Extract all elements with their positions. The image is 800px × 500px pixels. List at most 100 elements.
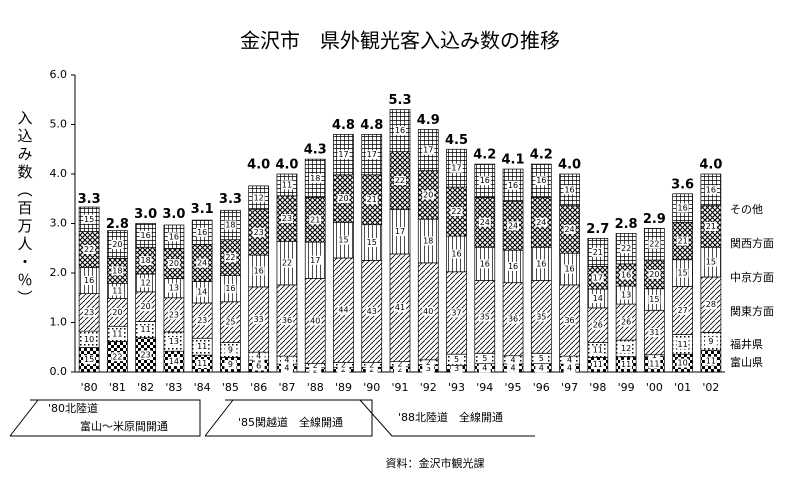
label-bg: [139, 278, 152, 288]
segment-label: 11: [197, 342, 207, 351]
segment-label: 24: [564, 225, 574, 234]
label-bg: [535, 363, 548, 373]
label-bg: [365, 238, 378, 248]
segment-label: 15: [649, 295, 659, 304]
segment-label: 5: [539, 354, 544, 363]
total-label: 4.5: [445, 133, 468, 148]
label-bg: [591, 273, 604, 283]
label-bg: [111, 286, 124, 296]
label-bg: [507, 363, 520, 373]
label-bg: [591, 345, 604, 355]
legend-label: 福井県: [730, 337, 763, 351]
total-label: 4.2: [530, 148, 553, 163]
label-bg: [676, 358, 689, 368]
segment-label: 22: [621, 244, 631, 253]
annotation-box: [204, 399, 373, 437]
annotation: '88北陸道 全線開通: [398, 410, 503, 424]
annotation: '85関越道 全線開通: [238, 415, 343, 429]
label-bg: [111, 329, 124, 339]
segment-label: 36: [564, 316, 574, 325]
segment-label: 4: [539, 363, 544, 372]
x-tick-label: '81: [109, 381, 126, 394]
label-bg: [252, 361, 265, 371]
segment-label: 16: [395, 126, 405, 135]
label-bg: [620, 343, 633, 353]
segment-label: 25: [225, 318, 235, 327]
label-bg: [704, 336, 717, 346]
label-bg: [167, 337, 180, 347]
label-bg: [507, 180, 520, 190]
label-bg: [563, 355, 576, 365]
segment-label: 16: [536, 259, 546, 268]
label-bg: [252, 315, 265, 325]
segment-label: 20: [112, 240, 122, 249]
x-tick-label: '88: [307, 381, 324, 394]
segment-label: 16: [169, 232, 179, 241]
label-bg: [83, 214, 96, 224]
segment-label: 16: [706, 185, 716, 194]
label-bg: [83, 276, 96, 286]
segment-label: 17: [451, 164, 461, 173]
x-tick-label: '02: [702, 381, 719, 394]
label-bg: [111, 352, 124, 362]
label-bg: [224, 284, 237, 294]
total-label: 4.9: [417, 113, 440, 128]
source: 資料：金沢市観光課: [386, 456, 485, 470]
chart-title: 金沢市 県外観光客入込み数の推移: [240, 29, 560, 53]
label-bg: [507, 221, 520, 231]
segment-label: 26: [621, 318, 631, 327]
label-bg: [196, 287, 209, 297]
segment-label: 11: [621, 360, 631, 369]
segment-label: 21: [593, 248, 603, 257]
x-tick-label: '92: [420, 381, 437, 394]
total-label: 4.8: [332, 118, 355, 133]
segment-label: 13: [169, 284, 179, 293]
x-tick-label: '84: [194, 381, 211, 394]
segment-label: 13: [169, 337, 179, 346]
label-bg: [309, 316, 322, 326]
segment-label: 24: [197, 259, 207, 268]
segment-label: 2: [341, 360, 346, 369]
segment-label: 4: [510, 355, 515, 364]
segment-label: 26: [593, 321, 603, 330]
total-label: 4.1: [502, 153, 525, 168]
label-bg: [111, 307, 124, 317]
total-label: 4.0: [558, 158, 581, 173]
legend-label: 富山県: [730, 355, 763, 369]
segment-label: 15: [84, 215, 94, 224]
label-bg: [309, 173, 322, 183]
segment-label: 11: [141, 325, 151, 334]
segment-label: 15: [338, 236, 348, 245]
label-bg: [422, 357, 435, 367]
segment-label: 16: [678, 204, 688, 213]
x-tick-label: '90: [363, 381, 380, 394]
label-bg: [620, 317, 633, 327]
segment-label: 18: [225, 220, 235, 229]
label-bg: [167, 357, 180, 367]
segment-label: 5: [482, 354, 487, 363]
label-bg: [394, 227, 406, 237]
segment-label: 12: [141, 278, 151, 287]
label-bg: [167, 232, 180, 242]
label-bg: [620, 270, 633, 280]
label-bg: [676, 203, 689, 213]
x-tick-label: '99: [618, 381, 635, 394]
segment-label: 9: [708, 337, 713, 346]
label-bg: [394, 126, 406, 136]
label-bg: [422, 190, 435, 200]
label-bg: [365, 195, 378, 205]
label-bg: [478, 312, 491, 322]
label-bg: [478, 363, 491, 373]
label-bg: [394, 359, 406, 369]
label-bg: [620, 290, 633, 300]
segment-label: 4: [482, 363, 487, 372]
legend-label: 中京方面: [730, 270, 774, 284]
segment-label: 40: [423, 307, 433, 316]
segment-label: 20: [338, 194, 348, 203]
label-bg: [591, 293, 604, 303]
label-bg: [83, 307, 96, 317]
x-tick-label: '98: [589, 381, 606, 394]
segment-label: 11: [593, 360, 603, 369]
total-label: 2.9: [643, 212, 666, 227]
label-bg: [478, 259, 491, 269]
